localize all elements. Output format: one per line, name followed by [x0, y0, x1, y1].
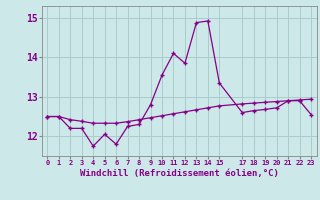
X-axis label: Windchill (Refroidissement éolien,°C): Windchill (Refroidissement éolien,°C): [80, 169, 279, 178]
